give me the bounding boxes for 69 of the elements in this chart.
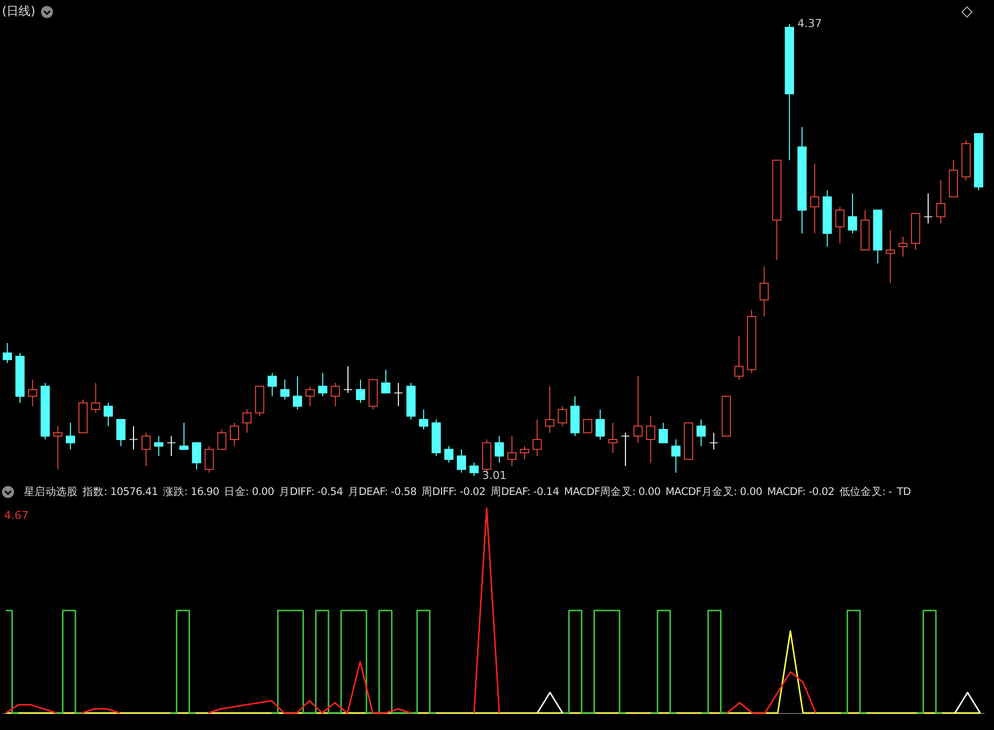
candlestick <box>91 382 100 414</box>
text: 周DEAF: -0.14 <box>490 485 559 499</box>
candlestick <box>280 379 290 400</box>
candlestick <box>142 432 151 467</box>
candlestick <box>507 436 517 467</box>
candlestick <box>835 206 844 244</box>
text: TD <box>896 486 911 498</box>
candlestick <box>217 428 226 450</box>
candlestick <box>104 402 113 427</box>
candlestick <box>532 419 542 457</box>
candlestick <box>268 372 277 397</box>
candlestick <box>848 193 858 234</box>
candlestick <box>167 436 176 457</box>
text: 指数: 10576.41 <box>82 485 158 499</box>
candlestick <box>810 163 820 234</box>
text: 涨跌: 16.90 <box>162 485 220 499</box>
candlestick <box>558 406 567 427</box>
annotation: 4.37 <box>797 17 822 30</box>
text: 日金: 0.00 <box>224 485 274 499</box>
candlestick <box>2 342 12 364</box>
candlestick <box>469 462 479 476</box>
candlestick <box>230 422 240 447</box>
text: 星启动选股 <box>24 485 78 499</box>
candlestick <box>154 436 164 457</box>
candlestick <box>633 376 643 444</box>
candlestick <box>192 442 202 470</box>
candlestick <box>381 369 390 394</box>
candlestick <box>318 372 328 397</box>
text: 月DEAF: -0.58 <box>348 485 416 499</box>
text: MACDF周金叉: 0.00 <box>564 485 661 499</box>
candlestick <box>596 409 605 440</box>
annotation: 4.67 <box>4 509 28 522</box>
text: 周DIFF: -0.02 <box>421 485 486 499</box>
candlestick <box>242 409 252 434</box>
chart-title: (日线) <box>2 3 36 20</box>
candlestick <box>924 193 932 224</box>
candlestick <box>886 230 895 284</box>
candlestick <box>28 379 38 407</box>
candlestick <box>608 422 618 454</box>
candlestick <box>646 416 656 464</box>
candlestick <box>292 376 302 410</box>
annotation: 3.01 <box>482 469 507 482</box>
candlestick <box>734 336 744 380</box>
text: 低位金叉: - <box>839 485 892 499</box>
text: MACDF: -0.02 <box>767 486 834 498</box>
candlestick <box>898 236 908 258</box>
candlestick <box>456 448 466 474</box>
candlestick <box>419 409 428 430</box>
candlestick <box>583 419 592 434</box>
candlestick <box>760 266 769 317</box>
candlestick <box>444 446 454 464</box>
candlestick <box>179 422 189 450</box>
candlestick <box>671 438 681 474</box>
candlestick <box>545 386 554 434</box>
candlestick <box>116 419 126 447</box>
candlestick <box>710 432 718 450</box>
candlestick <box>356 379 366 404</box>
candlestick <box>936 180 946 224</box>
text: MACDF月金叉: 0.00 <box>666 485 762 499</box>
text: 月DIFF: -0.54 <box>279 485 343 499</box>
candlestick <box>305 386 315 407</box>
candlestick <box>696 419 706 447</box>
candlestick <box>658 422 668 444</box>
candlestick <box>66 422 76 450</box>
candlestick <box>494 436 504 464</box>
candlestick <box>204 446 214 474</box>
candlestick <box>520 446 530 460</box>
candlestick <box>330 382 340 407</box>
candlestick <box>53 426 62 470</box>
